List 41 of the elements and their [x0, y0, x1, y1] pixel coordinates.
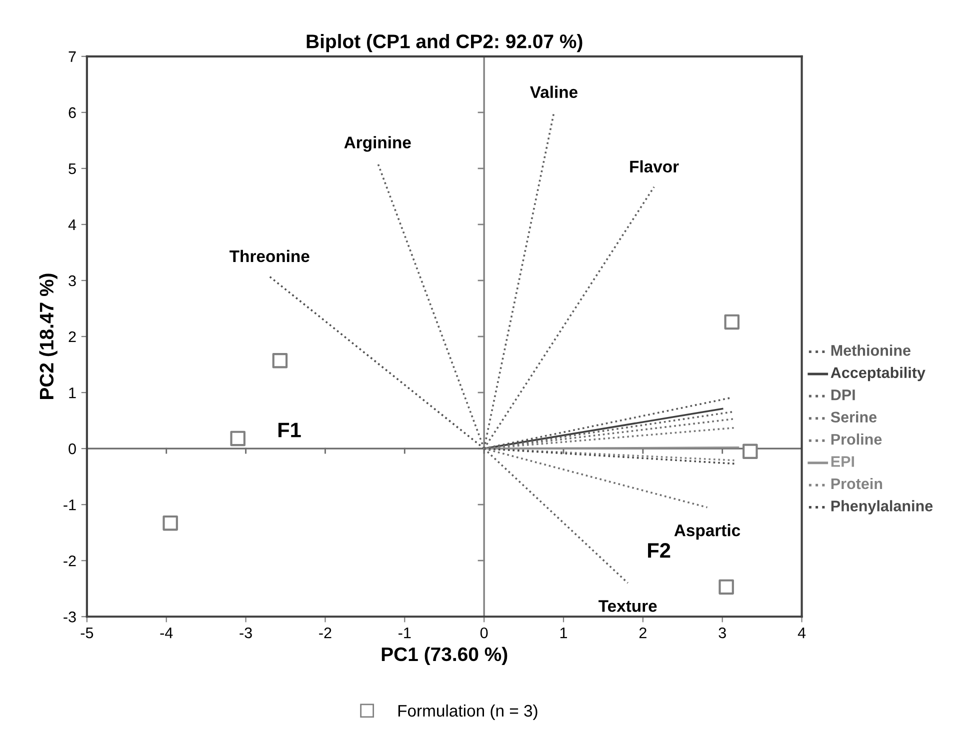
x-axis-title: PC1 (73.60 %): [382, 646, 508, 665]
y-tick-label: 6: [68, 107, 76, 118]
series-label: Aspartic: [674, 524, 740, 540]
annotation: F1: [278, 422, 301, 438]
legend-label: Serine: [830, 411, 877, 423]
legend-label: Methionine: [831, 344, 910, 356]
legend-label: DPI: [831, 390, 855, 400]
legend-label: Proline: [831, 434, 882, 445]
y-tick-label: 4: [68, 219, 76, 230]
y-tick-label: -2: [64, 555, 76, 566]
series-label: Texture: [598, 600, 657, 612]
y-tick-label: -3: [64, 612, 76, 622]
x-tick-label: 3: [718, 627, 726, 638]
series-label: Arginine: [344, 136, 411, 152]
y-tick-label: 1: [69, 388, 76, 398]
y-tick-label: 3: [68, 275, 76, 286]
y-axis-title: PC2 (18.47 %): [39, 274, 58, 399]
y-tick-label: 2: [68, 331, 76, 342]
series-label: Valine: [530, 86, 578, 98]
chart-title: Biplot (CP1 and CP2: 92.07 %): [306, 34, 582, 52]
legend-label: EPI: [831, 456, 854, 467]
legend-label: Protein: [831, 478, 882, 490]
x-tick-label: -3: [240, 627, 252, 638]
legend-label: Phenylalanine: [831, 500, 933, 514]
x-tick-label: 2: [639, 627, 646, 638]
legend-label: Formulation (n = 3): [398, 704, 538, 720]
x-tick-label: -4: [160, 628, 173, 638]
x-tick-label: -2: [319, 627, 332, 638]
y-tick-label: 5: [68, 163, 76, 174]
series-label: Threonine: [230, 250, 310, 262]
x-tick-label: 4: [798, 628, 806, 638]
y-tick-label: -1: [64, 500, 76, 510]
y-tick-label: 7: [68, 51, 76, 62]
series-label: Flavor: [630, 160, 679, 173]
y-tick-label: 0: [68, 443, 76, 454]
x-tick-label: 0: [480, 627, 488, 638]
x-tick-label: -5: [80, 628, 94, 638]
legend-label: Acceptability: [830, 366, 926, 382]
x-tick-label: 1: [560, 628, 568, 638]
annotation: F2: [648, 543, 670, 558]
x-tick-label: -1: [398, 628, 411, 638]
